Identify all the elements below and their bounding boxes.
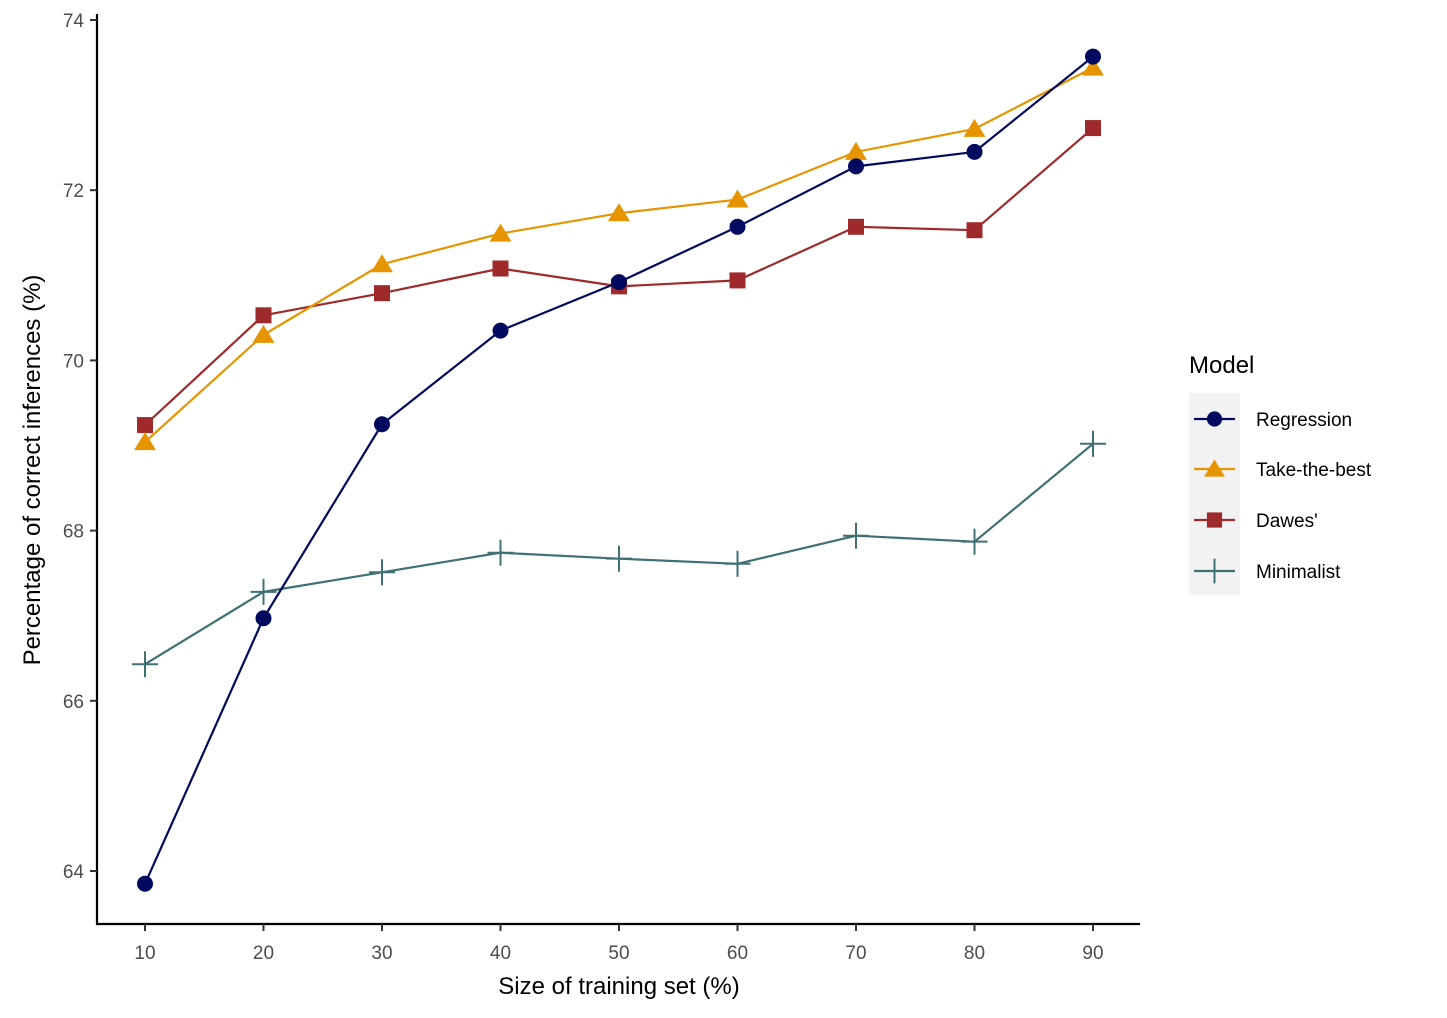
x-tick-label: 20 xyxy=(253,943,274,964)
x-ticks: 10 20 30 40 50 60 70 80 90 xyxy=(134,924,1104,964)
y-axis-title: Percentage of correct inferences (%) xyxy=(19,275,46,666)
data-point-take-the-best xyxy=(608,203,630,222)
y-tick-label: 66 xyxy=(63,692,84,713)
data-point-minimalist xyxy=(606,545,632,572)
data-point-minimalist xyxy=(843,522,869,549)
legend-label: Regression xyxy=(1256,410,1352,431)
data-point-minimalist xyxy=(1080,430,1106,457)
data-point-regression xyxy=(374,416,390,433)
data-point-minimalist xyxy=(487,539,514,566)
legend: Model Regression Take-the-best Dawes' Minim… xyxy=(1189,352,1372,595)
x-tick-label: 10 xyxy=(134,943,155,964)
data-point-regression xyxy=(848,158,864,175)
data-point-regression xyxy=(966,143,983,160)
data-point-dawes xyxy=(848,218,864,235)
legend-label: Dawes' xyxy=(1256,511,1318,532)
data-point-dawes xyxy=(966,222,983,239)
x-tick-label: 60 xyxy=(727,943,748,964)
data-point-take-the-best xyxy=(726,189,749,208)
x-axis-title: Size of training set (%) xyxy=(498,973,739,1000)
y-tick-label: 68 xyxy=(63,522,84,543)
data-point-take-the-best xyxy=(252,324,275,343)
legend-key-marker xyxy=(1202,558,1227,584)
x-tick-label: 40 xyxy=(490,943,511,964)
data-point-dawes xyxy=(374,285,390,302)
data-point-take-the-best xyxy=(371,254,393,273)
data-point-dawes xyxy=(255,307,272,324)
data-point-minimalist xyxy=(250,578,277,605)
data-point-minimalist xyxy=(132,651,158,678)
data-point-dawes xyxy=(729,272,746,289)
series-regression xyxy=(137,48,1101,892)
series-line-take-the-best xyxy=(144,66,1094,443)
plot-area xyxy=(132,48,1106,892)
y-tick-label: 64 xyxy=(63,862,85,883)
legend-item-minimalist: Minimalist xyxy=(1194,558,1341,584)
legend-label: Take-the-best xyxy=(1256,460,1372,481)
legend-key-marker xyxy=(1206,411,1223,427)
y-tick-label: 72 xyxy=(63,181,84,202)
data-point-take-the-best xyxy=(489,223,512,242)
data-point-take-the-best xyxy=(1082,57,1104,76)
series-line-regression xyxy=(143,55,1094,885)
data-point-minimalist xyxy=(724,550,751,577)
data-point-dawes xyxy=(1085,120,1101,137)
y-tick-label: 70 xyxy=(63,351,84,372)
x-tick-label: 50 xyxy=(608,943,629,964)
legend-title: Model xyxy=(1189,352,1254,379)
data-point-minimalist xyxy=(961,528,988,555)
data-point-take-the-best xyxy=(963,118,986,137)
axes xyxy=(95,14,1140,926)
data-point-dawes xyxy=(137,417,153,434)
data-point-regression xyxy=(611,274,627,291)
series-minimalist xyxy=(132,430,1106,678)
legend-item-take-the-best: Take-the-best xyxy=(1194,459,1372,481)
data-point-take-the-best xyxy=(845,141,867,160)
legend-key-marker xyxy=(1206,512,1223,528)
data-point-take-the-best xyxy=(134,432,156,451)
data-point-minimalist xyxy=(369,559,395,586)
legend-label: Minimalist xyxy=(1256,562,1341,583)
data-point-regression xyxy=(1085,48,1101,65)
data-point-regression xyxy=(137,875,153,892)
legend-item-dawes: Dawes' xyxy=(1194,511,1318,532)
y-tick-label: 74 xyxy=(63,11,85,32)
x-tick-label: 70 xyxy=(845,943,866,964)
y-ticks: 64 66 68 70 72 74 xyxy=(63,11,97,883)
x-tick-label: 90 xyxy=(1082,943,1103,964)
legend-key-marker xyxy=(1204,459,1225,477)
x-tick-label: 80 xyxy=(964,943,985,964)
x-tick-label: 30 xyxy=(371,943,392,964)
data-point-dawes xyxy=(492,260,509,277)
data-point-regression xyxy=(492,322,509,339)
legend-item-regression: Regression xyxy=(1194,410,1352,431)
series-take-the-best xyxy=(134,57,1104,451)
data-point-regression xyxy=(729,218,746,235)
data-point-regression xyxy=(255,610,272,627)
